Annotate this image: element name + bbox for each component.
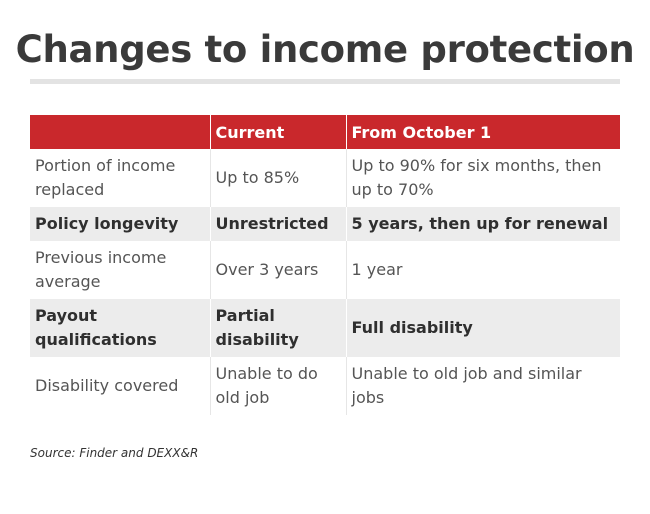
current-value: Unrestricted bbox=[210, 207, 347, 241]
row-label: Disability covered bbox=[30, 357, 211, 415]
new-value: Full disability bbox=[346, 299, 620, 357]
row-label: Payout qualifications bbox=[30, 299, 211, 357]
current-value: Up to 85% bbox=[210, 149, 347, 207]
header-cell-empty bbox=[30, 115, 211, 149]
table-row: Portion of income replaced Up to 85% Up … bbox=[30, 149, 620, 207]
new-value: 5 years, then up for renewal bbox=[346, 207, 620, 241]
table-row: Payout qualifications Partial disability… bbox=[30, 299, 620, 357]
new-value: 1 year bbox=[346, 241, 620, 299]
source-note: Source: Finder and DEXX&R bbox=[30, 446, 199, 460]
comparison-table: Current From October 1 Portion of income… bbox=[30, 115, 620, 415]
header-cell-current: Current bbox=[210, 115, 347, 149]
row-label: Previous income average bbox=[30, 241, 211, 299]
table-row: Previous income average Over 3 years 1 y… bbox=[30, 241, 620, 299]
row-label: Policy longevity bbox=[30, 207, 211, 241]
row-label: Portion of income replaced bbox=[30, 149, 211, 207]
table-header-row: Current From October 1 bbox=[30, 115, 620, 149]
new-value: Up to 90% for six months, then up to 70% bbox=[346, 149, 620, 207]
current-value: Partial disability bbox=[210, 299, 347, 357]
table-row: Disability covered Unable to do old job … bbox=[30, 357, 620, 415]
header-cell-from-october: From October 1 bbox=[346, 115, 620, 149]
page-title: Changes to income protection bbox=[15, 28, 635, 71]
table-row: Policy longevity Unrestricted 5 years, t… bbox=[30, 207, 620, 241]
current-value: Unable to do old job bbox=[210, 357, 347, 415]
new-value: Unable to old job and similar jobs bbox=[346, 357, 620, 415]
current-value: Over 3 years bbox=[210, 241, 347, 299]
title-divider bbox=[30, 79, 620, 84]
